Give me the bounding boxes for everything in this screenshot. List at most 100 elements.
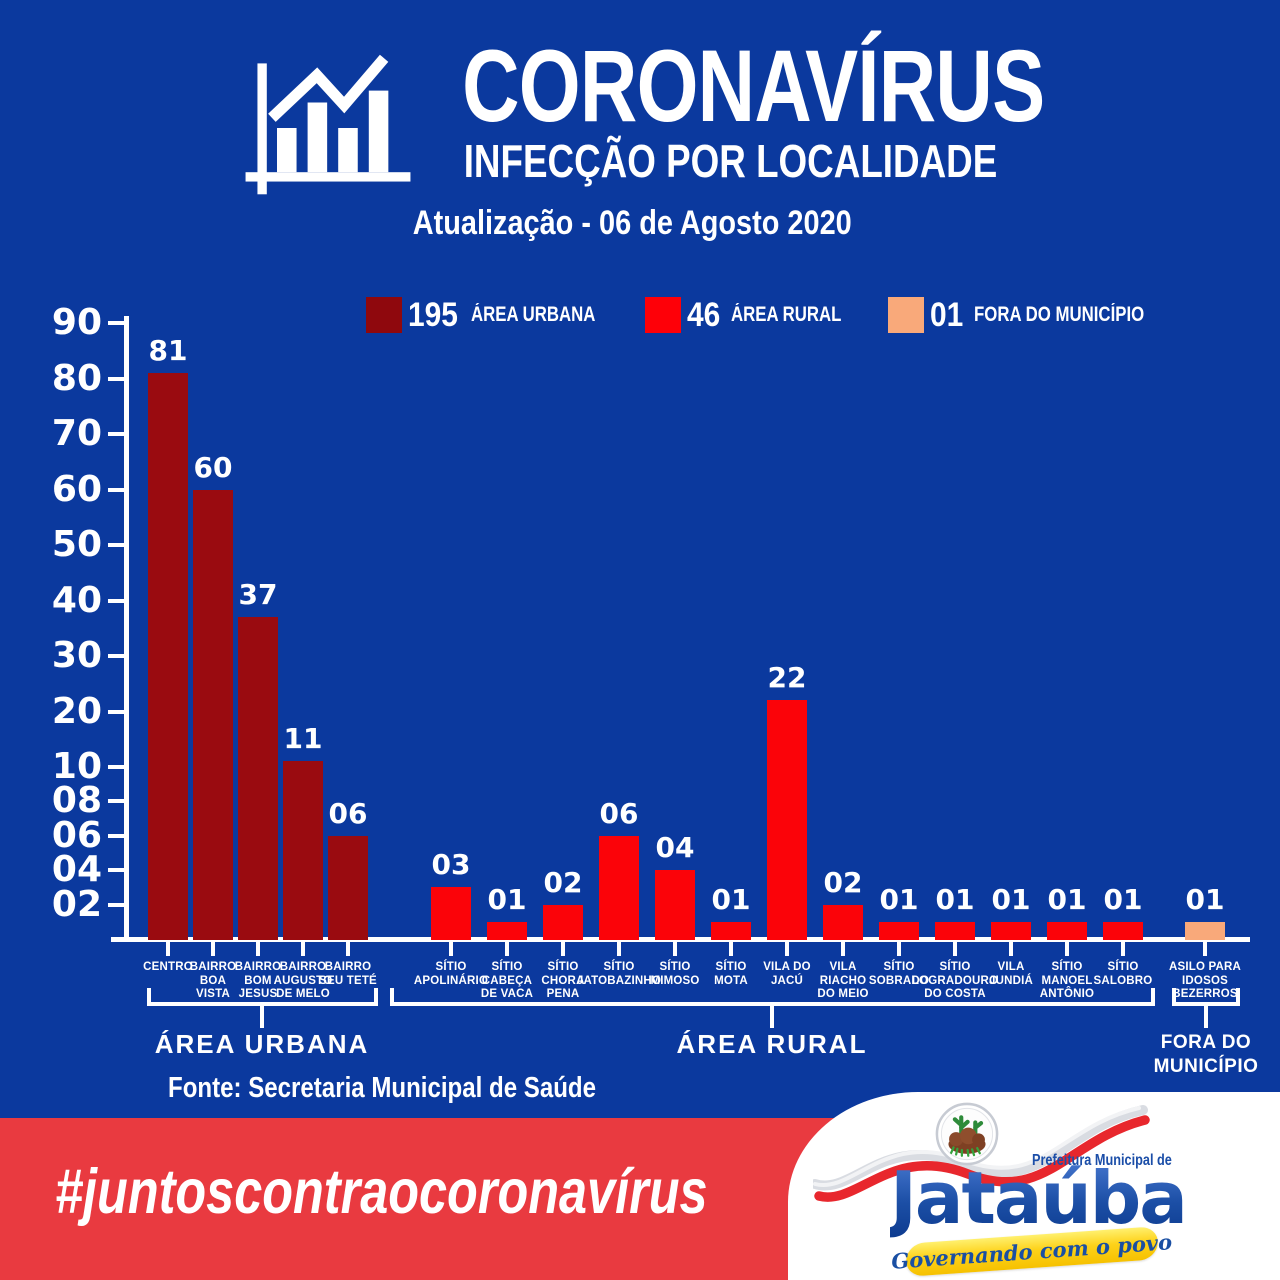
y-tick-08 bbox=[108, 799, 125, 804]
x-tick-8 bbox=[617, 942, 621, 956]
category-label-1: BAIRRO BOA VISTA bbox=[189, 961, 237, 1000]
page-title: CORONAVÍRUS bbox=[380, 29, 1080, 143]
bar-17 bbox=[1103, 921, 1143, 940]
legend-swatch-2 bbox=[888, 297, 925, 333]
bar-2 bbox=[238, 617, 278, 940]
bar-5 bbox=[431, 887, 471, 940]
y-tick-label-80: 80 bbox=[51, 357, 102, 399]
x-tick-16 bbox=[1065, 942, 1069, 956]
y-tick-30 bbox=[108, 654, 125, 658]
y-tick-label-30: 30 bbox=[51, 635, 102, 676]
y-tick-label-90: 90 bbox=[51, 302, 102, 343]
bar-7 bbox=[543, 904, 583, 940]
bar-9 bbox=[655, 870, 695, 940]
bar-value-16: 01 bbox=[1047, 882, 1087, 916]
bar-value-4: 06 bbox=[328, 796, 368, 830]
bar-value-6: 01 bbox=[487, 882, 527, 916]
y-tick-60 bbox=[108, 487, 125, 492]
legend-label-2: FORA DO MUNICÍPIO bbox=[974, 303, 1145, 326]
bar-12 bbox=[823, 904, 863, 940]
bar-value-8: 06 bbox=[599, 796, 639, 830]
x-tick-7 bbox=[561, 942, 565, 956]
update-date: Atualização - 06 de Agosto 2020 bbox=[332, 202, 932, 244]
bar-value-7: 02 bbox=[543, 865, 583, 899]
category-label-15: VILA JUNDIÁ bbox=[988, 961, 1033, 987]
x-tick-17 bbox=[1121, 942, 1125, 956]
x-tick-2 bbox=[256, 942, 260, 956]
y-tick-10 bbox=[108, 765, 125, 769]
category-label-18: ASILO PARA IDOSOS BEZERROS bbox=[1168, 961, 1242, 1000]
group-bracket-cap-left-2 bbox=[1172, 988, 1176, 1006]
group-bracket-cap-left-0 bbox=[147, 988, 151, 1006]
group-bracket-stem-0 bbox=[260, 1002, 264, 1028]
bar-16 bbox=[1047, 921, 1087, 940]
y-tick-90 bbox=[108, 321, 125, 325]
logo-panel: Prefeitura Municipal de Jataúba Governan… bbox=[788, 1092, 1280, 1280]
y-tick-70 bbox=[108, 432, 125, 436]
legend-count-1: 46 bbox=[687, 295, 721, 334]
x-tick-13 bbox=[897, 942, 901, 956]
x-tick-5 bbox=[449, 942, 453, 956]
group-label-1: ÁREA RURAL bbox=[676, 1029, 868, 1059]
update-date-text: Atualização - 06 de Agosto 2020 bbox=[412, 204, 852, 242]
category-label-13: SÍTIO SOBRADO bbox=[868, 961, 930, 987]
group-label-0: ÁREA URBANA bbox=[154, 1029, 370, 1059]
logo-city-name: Jataúba bbox=[890, 1156, 1188, 1240]
bar-value-18: 01 bbox=[1185, 882, 1225, 916]
category-label-4: BAIRRO SEU TETÉ bbox=[319, 961, 377, 987]
page-title-text: CORONAVÍRUS bbox=[462, 29, 1045, 143]
bar-4 bbox=[328, 835, 368, 940]
bar-14 bbox=[935, 921, 975, 940]
category-label-14: SÍTIO LOGRADOURO DO COSTA bbox=[911, 961, 999, 1000]
legend-item-0: 195 ÁREA URBANA bbox=[366, 296, 626, 335]
legend-count-2: 01 bbox=[930, 295, 964, 334]
y-tick-label-50: 50 bbox=[51, 524, 102, 565]
category-label-8: SÍTIO JATOBAZINHO bbox=[576, 961, 662, 987]
y-tick-04 bbox=[108, 868, 125, 873]
x-tick-9 bbox=[673, 942, 677, 956]
y-tick-40 bbox=[108, 598, 125, 603]
logo-pretitle: Prefeitura Municipal de bbox=[1032, 1152, 1203, 1170]
legend-item-1: 46 ÁREA RURAL bbox=[645, 296, 869, 335]
y-tick-label-10: 10 bbox=[51, 746, 102, 787]
legend-label-1: ÁREA RURAL bbox=[731, 303, 842, 326]
bar-13 bbox=[879, 921, 919, 940]
x-tick-18 bbox=[1203, 942, 1207, 956]
y-tick-label-70: 70 bbox=[51, 413, 102, 454]
legend-count-0: 195 bbox=[408, 295, 458, 334]
category-label-11: VILA DO JACÚ bbox=[763, 961, 811, 987]
bar-15 bbox=[991, 921, 1031, 940]
bar-value-12: 02 bbox=[823, 865, 863, 899]
x-tick-11 bbox=[785, 942, 789, 956]
category-label-16: SÍTIO MANOEL ANTÔNIO bbox=[1039, 961, 1095, 1000]
bar-value-17: 01 bbox=[1103, 882, 1143, 916]
bar-value-9: 04 bbox=[655, 831, 695, 865]
bar-0 bbox=[148, 372, 188, 940]
cactus-emblem-icon bbox=[935, 1102, 999, 1166]
y-tick-06 bbox=[108, 833, 125, 838]
y-tick-label-08: 08 bbox=[51, 780, 102, 822]
legend-item-2: 01 FORA DO MUNICÍPIO bbox=[888, 296, 1187, 335]
legend-label-0: ÁREA URBANA bbox=[470, 303, 596, 326]
y-axis-line bbox=[124, 316, 129, 942]
bar-value-3: 11 bbox=[283, 722, 323, 756]
bar-11 bbox=[767, 700, 807, 940]
bar-value-5: 03 bbox=[431, 848, 471, 882]
category-label-7: SÍTIO CHORA PENA bbox=[541, 961, 585, 1000]
bar-8 bbox=[599, 835, 639, 940]
category-label-5: SÍTIO APOLINÁRIO bbox=[413, 961, 489, 987]
category-label-2: BAIRRO BOM JESUS bbox=[234, 961, 282, 1000]
category-label-6: SÍTIO CABEÇA DE VACA bbox=[480, 961, 534, 1000]
bar-value-10: 01 bbox=[711, 882, 751, 916]
y-tick-50 bbox=[108, 543, 125, 547]
y-tick-label-02: 02 bbox=[51, 883, 102, 925]
category-label-17: SÍTIO SALOBRO bbox=[1093, 961, 1153, 987]
x-tick-12 bbox=[841, 942, 845, 956]
y-tick-label-04: 04 bbox=[51, 849, 102, 891]
bar-6 bbox=[487, 921, 527, 940]
y-tick-label-60: 60 bbox=[51, 468, 102, 510]
x-tick-0 bbox=[166, 942, 170, 956]
bar-chart: 90 80 70 60 50 40 30 20 10 08 06 04 02 81 CENTRO 60 BAIR… bbox=[51, 302, 1258, 1078]
y-tick-label-20: 20 bbox=[51, 690, 102, 732]
